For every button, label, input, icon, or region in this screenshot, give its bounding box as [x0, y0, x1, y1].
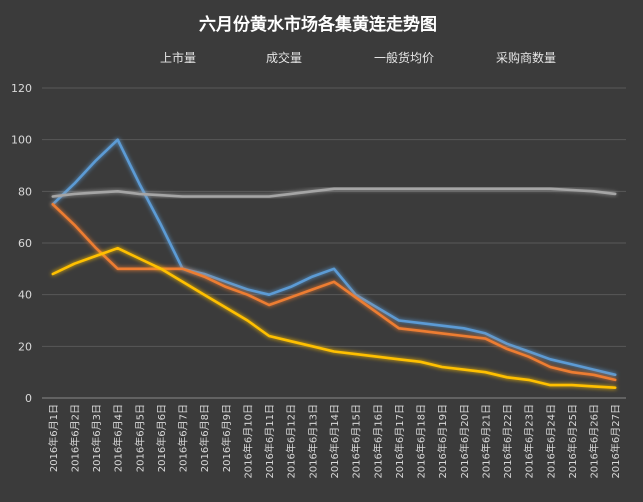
- legend-label: 一般货均价: [374, 50, 434, 65]
- y-tick-label: 100: [11, 134, 32, 147]
- series-line-0: [51, 138, 617, 377]
- x-tick-label: 2016年6月21日: [479, 404, 492, 479]
- y-tick-label: 0: [25, 392, 32, 405]
- x-tick-label: 2016年6月25日: [566, 404, 579, 479]
- x-tick-label: 2016年6月15日: [350, 404, 363, 479]
- series-line-2: [51, 187, 617, 198]
- x-tick-label: 2016年6月6日: [155, 404, 168, 472]
- y-tick-label: 120: [11, 82, 32, 95]
- y-tick-label: 20: [18, 340, 32, 353]
- x-tick-label: 2016年6月27日: [609, 404, 622, 479]
- legend-label: 成交量: [266, 50, 302, 65]
- x-tick-label: 2016年6月8日: [198, 404, 211, 472]
- chart-grid: [42, 87, 626, 399]
- series-line-1: [51, 203, 617, 382]
- x-tick-label: 2016年6月24日: [544, 404, 557, 479]
- x-tick-label: 2016年6月11日: [263, 404, 276, 479]
- chart-legend: 上市量 成交量 一般货均价 采购商数量: [128, 50, 556, 65]
- x-tick-label: 2016年6月10日: [241, 404, 254, 479]
- x-tick-label: 2016年6月12日: [285, 404, 298, 479]
- x-tick-label: 2016年6月19日: [436, 404, 449, 479]
- y-tick-label: 80: [18, 185, 32, 198]
- x-tick-label: 2016年6月16日: [371, 404, 384, 479]
- x-tick-label: 2016年6月23日: [523, 404, 536, 479]
- legend-label: 上市量: [160, 50, 196, 65]
- x-tick-label: 2016年6月13日: [306, 404, 319, 479]
- x-tick-label: 2016年6月14日: [328, 404, 341, 479]
- x-tick-label: 2016年6月22日: [501, 404, 514, 479]
- chart-title: 六月份黄水市场各集黄连走势图: [199, 14, 437, 35]
- x-axis: 2016年6月1日 2016年6月2日 2016年6月3日 2016年6月4日 2016…: [47, 404, 622, 479]
- x-tick-label: 2016年6月20日: [458, 404, 471, 479]
- series-line-3: [51, 246, 617, 390]
- x-tick-label: 2016年6月26日: [588, 404, 601, 479]
- x-tick-label: 2016年6月9日: [220, 404, 233, 472]
- x-tick-label: 2016年6月17日: [393, 404, 406, 479]
- x-tick-label: 2016年6月4日: [112, 404, 125, 472]
- x-tick-label: 2016年6月7日: [177, 404, 190, 472]
- y-axis: 0 20 40 60 80 100 120: [11, 82, 32, 405]
- x-tick-label: 2016年6月1日: [47, 404, 60, 472]
- x-tick-label: 2016年6月2日: [68, 404, 81, 472]
- y-tick-label: 60: [18, 237, 32, 250]
- x-tick-label: 2016年6月5日: [133, 404, 146, 472]
- y-tick-label: 40: [18, 289, 32, 302]
- chart-series: [51, 138, 617, 390]
- x-tick-label: 2016年6月3日: [90, 404, 103, 472]
- legend-label: 采购商数量: [496, 50, 556, 65]
- x-tick-label: 2016年6月18日: [415, 404, 428, 479]
